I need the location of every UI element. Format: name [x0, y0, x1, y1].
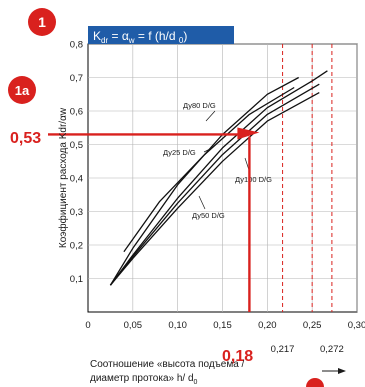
- series-label-dn25: Ду25 D/G: [163, 148, 196, 157]
- series-label-dn100: Ду100 D/G: [235, 175, 272, 184]
- series-curve-2: [109, 83, 320, 286]
- y-tick-label: 0,3: [70, 207, 83, 218]
- y-axis-label: Коэффициент расхода Kdr/αw: [57, 107, 69, 248]
- badge-1: 1: [28, 8, 56, 36]
- x-axis-label-line1: Соотношение «высота подъема /: [90, 359, 245, 370]
- y-tick-label: 0,6: [70, 107, 83, 118]
- x-tick-label: 0,30: [348, 320, 365, 331]
- x-tick-label: 0,20: [258, 320, 277, 331]
- limit-label: 0,272: [320, 344, 344, 355]
- chart-title: Kdr = αw = f (h/d 0): [93, 29, 187, 45]
- chart-title-box: Kdr = αw = f (h/d 0): [88, 26, 234, 45]
- x-tick-label: 0: [85, 320, 90, 331]
- series-label-dn80-leader: [205, 110, 216, 122]
- highlight-y-value: 0,53: [10, 130, 41, 147]
- badge-1a-label: 1a: [15, 83, 30, 98]
- y-tick-label: 0,1: [70, 274, 83, 285]
- y-tick-label: 0,5: [70, 140, 83, 151]
- y-tick-label: 0,7: [70, 73, 83, 84]
- badge-1a: 1a: [8, 76, 36, 104]
- series-label-dn50-leader: [198, 195, 206, 210]
- x-tick-label: 0,15: [213, 320, 232, 331]
- x-tick-label: 0,05: [124, 320, 143, 331]
- highlight-arrowhead: [237, 127, 260, 140]
- series-curve-4: [123, 86, 295, 253]
- highlight-x-value: 0,18: [222, 348, 253, 365]
- series-label-dn80: Ду80 D/G: [183, 101, 216, 110]
- series-label-dn50: Ду50 D/G: [192, 211, 225, 220]
- x-tick-label: 0,10: [168, 320, 187, 331]
- series-label-dn25-leader: [203, 147, 213, 153]
- x-axis-label-line2: диаметр протока» h/ d0: [90, 373, 198, 386]
- x-axis-ticks: 0 0,05 0,10 0,15 0,20 0,25 0,30: [85, 320, 365, 331]
- y-tick-label: 0,2: [70, 241, 83, 252]
- limit-label: 0,217: [271, 344, 295, 355]
- badge-1-label: 1: [38, 14, 46, 30]
- y-axis-ticks: 0,1 0,2 0,3 0,4 0,5 0,6 0,7 0,8: [70, 40, 83, 286]
- series-curve-3: [109, 92, 320, 286]
- series-curves: [109, 70, 328, 286]
- badge-next-partial: [306, 378, 324, 387]
- y-tick-label: 0,8: [70, 40, 83, 51]
- x-tick-label: 0,25: [303, 320, 322, 331]
- y-tick-label: 0,4: [70, 174, 83, 185]
- series-curve-1: [109, 70, 328, 286]
- highlight-reading: [48, 127, 260, 312]
